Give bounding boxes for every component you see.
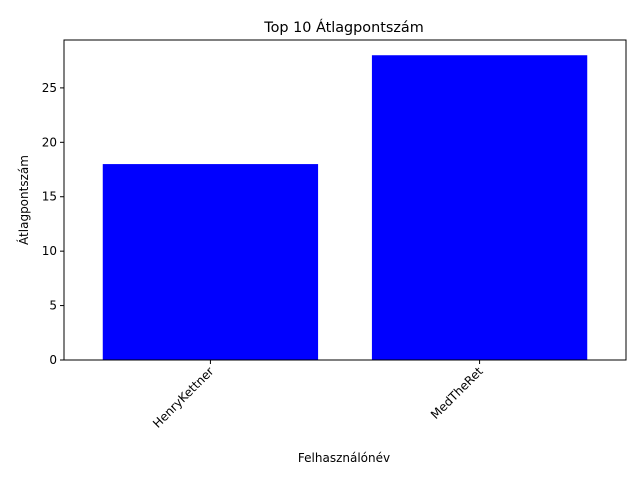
plot-frame bbox=[63, 39, 627, 361]
y-tick-label: 25 bbox=[42, 81, 57, 95]
chart-title: Top 10 Átlagpontszám bbox=[263, 19, 424, 36]
x-axis-title: Felhasználónév bbox=[298, 451, 390, 465]
bar-medtheret bbox=[371, 55, 588, 360]
y-axis-title: Átlagpontszám bbox=[16, 155, 31, 245]
x-tick-label: HenryKettner bbox=[150, 364, 217, 431]
y-tick-label: 20 bbox=[42, 135, 57, 149]
y-tick-label: 10 bbox=[42, 244, 57, 258]
x-tick-label: MedTheRet bbox=[428, 364, 486, 422]
bar-henrykettner bbox=[102, 164, 319, 360]
plot-area: HenryKettner MedTheRet 0 5 10 15 20 25 bbox=[42, 39, 627, 431]
y-tick-label: 0 bbox=[49, 353, 57, 367]
y-tick-label: 15 bbox=[42, 190, 57, 204]
y-tick-label: 5 bbox=[49, 299, 57, 313]
